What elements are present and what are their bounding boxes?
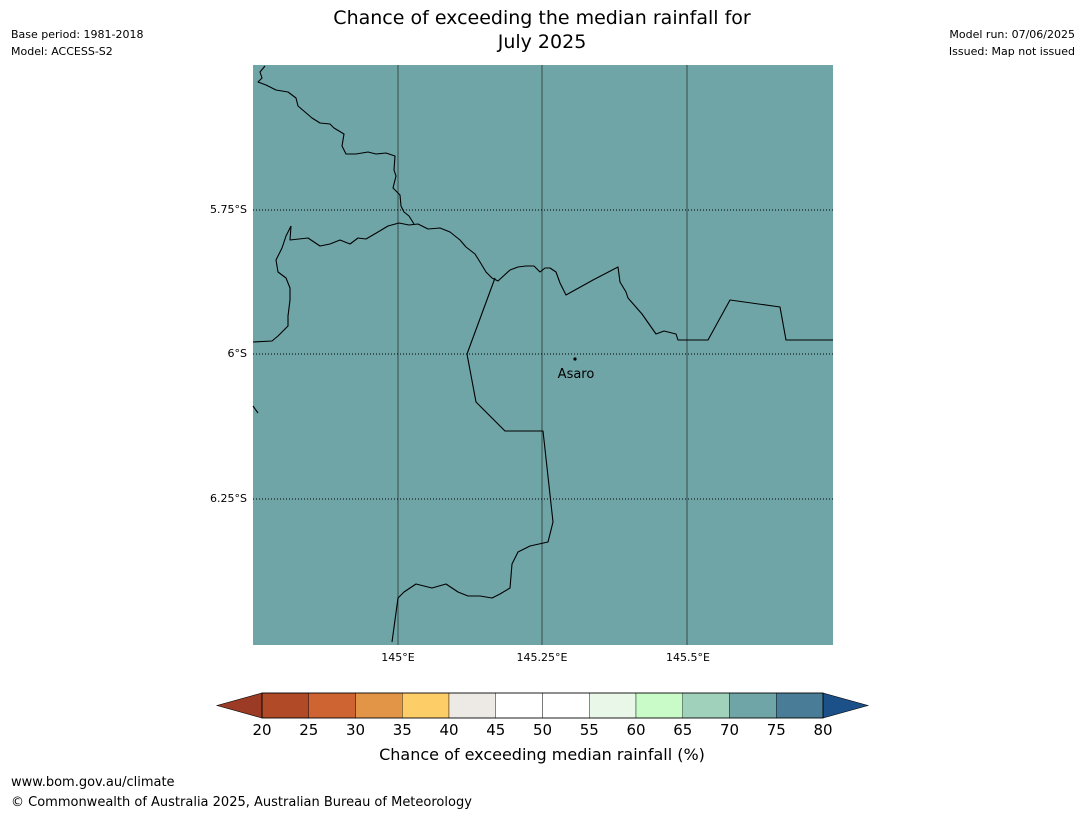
parallel-lines [253, 209, 833, 500]
colorbar-over-arrow [822, 692, 870, 719]
colorbar-tick-label: 50 [533, 721, 552, 739]
lat-label-6-25: 6.25°S [210, 492, 247, 505]
colorbar-tick-label: 75 [767, 721, 786, 739]
title-line-1: Chance of exceeding the median rainfall … [333, 7, 751, 29]
model-name: Model: ACCESS-S2 [11, 45, 113, 58]
colorbar-tick-label: 80 [813, 721, 832, 739]
colorbar-segments [261, 692, 824, 719]
colorbar-tick-label: 40 [439, 721, 458, 739]
colorbar-tick-label: 60 [626, 721, 645, 739]
colorbar-segment [402, 692, 450, 719]
lon-label-145: 145°E [381, 651, 414, 664]
meta-left: Base period: 1981-2018 Model: ACCESS-S2 [11, 26, 143, 60]
colorbar-tick-label: 70 [720, 721, 739, 739]
boundary-north [257, 65, 415, 225]
base-period: Base period: 1981-2018 [11, 28, 144, 41]
colorbar-tick-label: 30 [346, 721, 365, 739]
colorbar-frame [261, 692, 824, 719]
colorbar-tick-labels: 20 25 30 35 40 45 50 55 60 65 70 75 80 [252, 721, 832, 739]
colorbar-title: Chance of exceeding median rainfall (%) [379, 745, 705, 764]
colorbar-segment [448, 692, 496, 719]
colorbar-tick-label: 45 [486, 721, 505, 739]
meta-right: Model run: 07/06/2025 Issued: Map not is… [949, 26, 1075, 60]
map-area [253, 65, 833, 645]
boundaries [252, 65, 833, 643]
map-title: Chance of exceeding the median rainfall … [292, 6, 792, 54]
place-label-asaro: Asaro [558, 367, 595, 382]
colorbar-tick-label: 20 [252, 721, 271, 739]
colorbar-segment [776, 692, 824, 719]
colorbar-segment [635, 692, 683, 719]
colorbar-segment [729, 692, 777, 719]
lat-label-5-75: 5.75°S [210, 203, 247, 216]
colorbar-segment [308, 692, 356, 719]
boundary-west-loop [252, 225, 292, 343]
title-line-2: July 2025 [497, 31, 587, 53]
colorbar-segment [542, 692, 590, 719]
colorbar-tick-label: 55 [580, 721, 599, 739]
colorbar-tick-label: 35 [393, 721, 412, 739]
lon-label-145-25: 145.25°E [517, 651, 568, 664]
lat-label-6: 6°S [228, 347, 247, 360]
lon-label-145-5: 145.5°E [666, 651, 710, 664]
boundary-inner [391, 277, 554, 643]
issued-status: Issued: Map not issued [948, 45, 1075, 58]
footer-copyright: © Commonwealth of Australia 2025, Austra… [11, 795, 472, 810]
colorbar-segment [682, 692, 730, 719]
colorbar: 20 25 30 35 40 45 50 55 60 65 70 75 80 [215, 692, 870, 739]
colorbar-tick-label: 65 [673, 721, 692, 739]
colorbar-segment [495, 692, 543, 719]
meridian-lines [397, 65, 688, 645]
colorbar-segment [589, 692, 637, 719]
colorbar-segment [355, 692, 403, 719]
place-marker-asaro [573, 357, 577, 361]
boundary-province-east [289, 222, 833, 341]
footer-url[interactable]: www.bom.gov.au/climate [11, 775, 175, 790]
colorbar-under-arrow [215, 692, 263, 719]
boundary-west-edge [252, 405, 259, 414]
colorbar-tick-label: 25 [299, 721, 318, 739]
colorbar-segment [261, 692, 309, 719]
model-run: Model run: 07/06/2025 [949, 28, 1075, 41]
